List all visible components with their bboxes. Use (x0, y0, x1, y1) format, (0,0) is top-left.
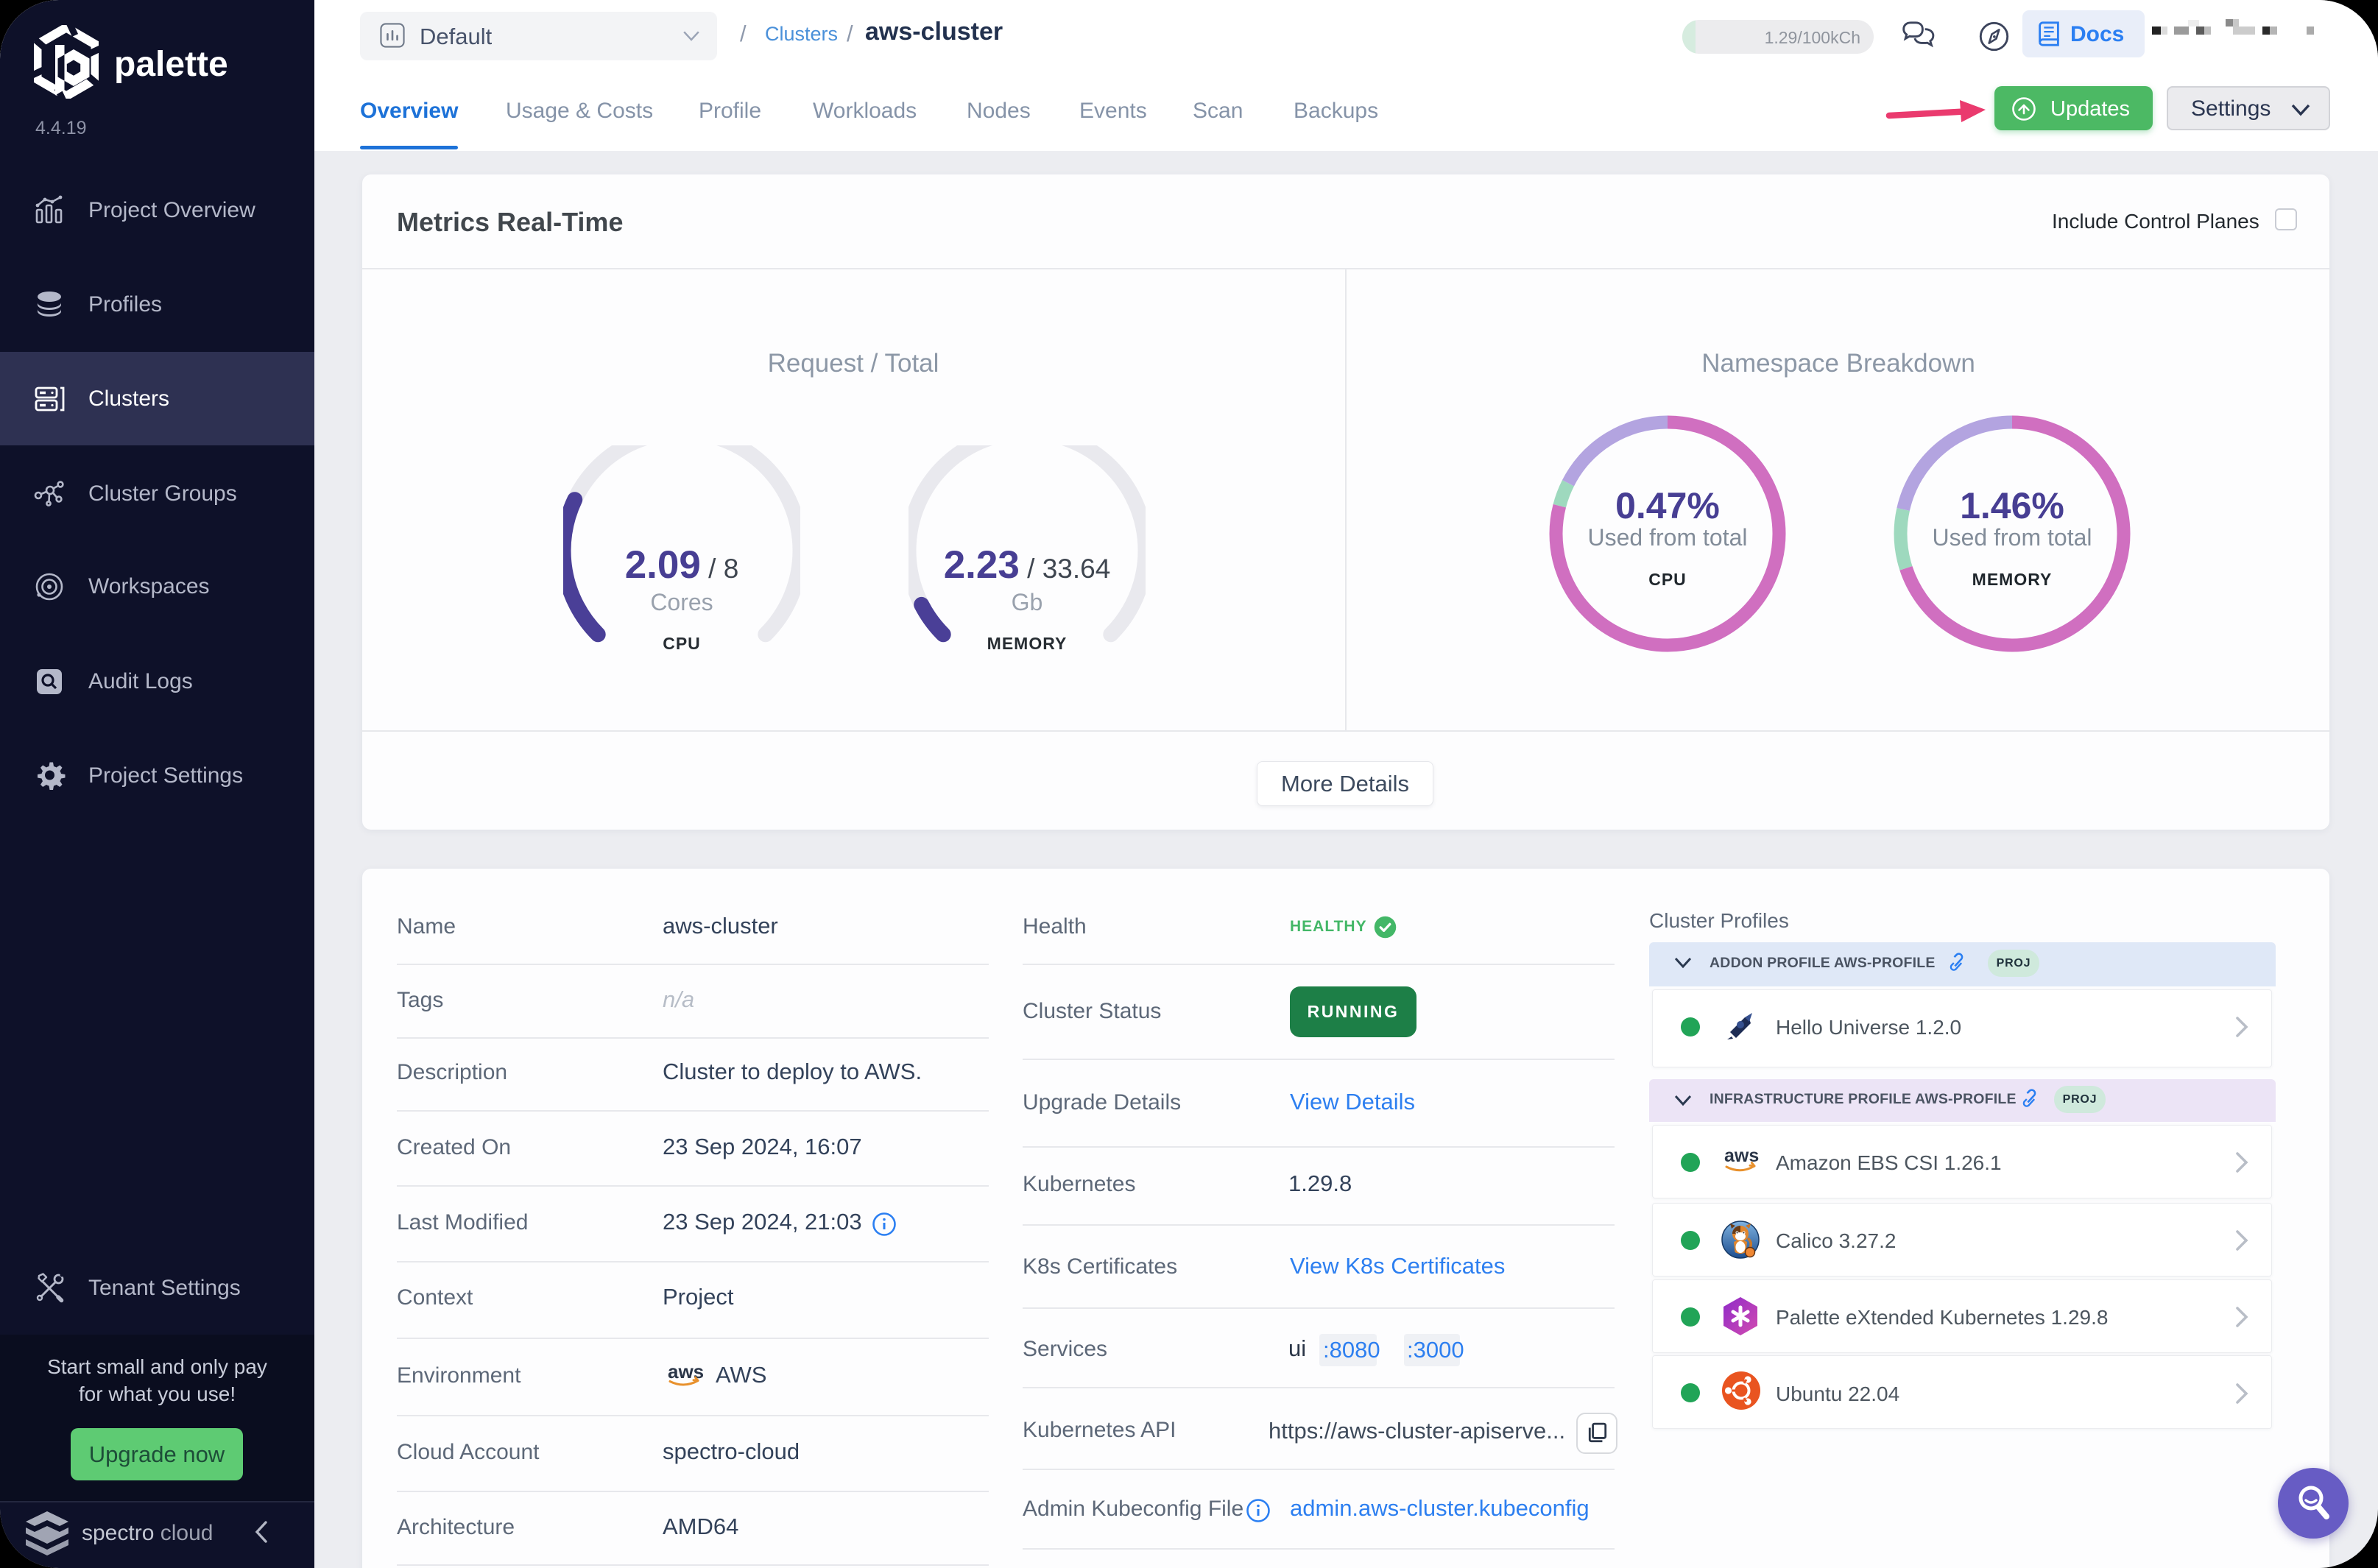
svg-text:aws: aws (668, 1360, 704, 1382)
svg-text:aws: aws (1724, 1145, 1759, 1166)
